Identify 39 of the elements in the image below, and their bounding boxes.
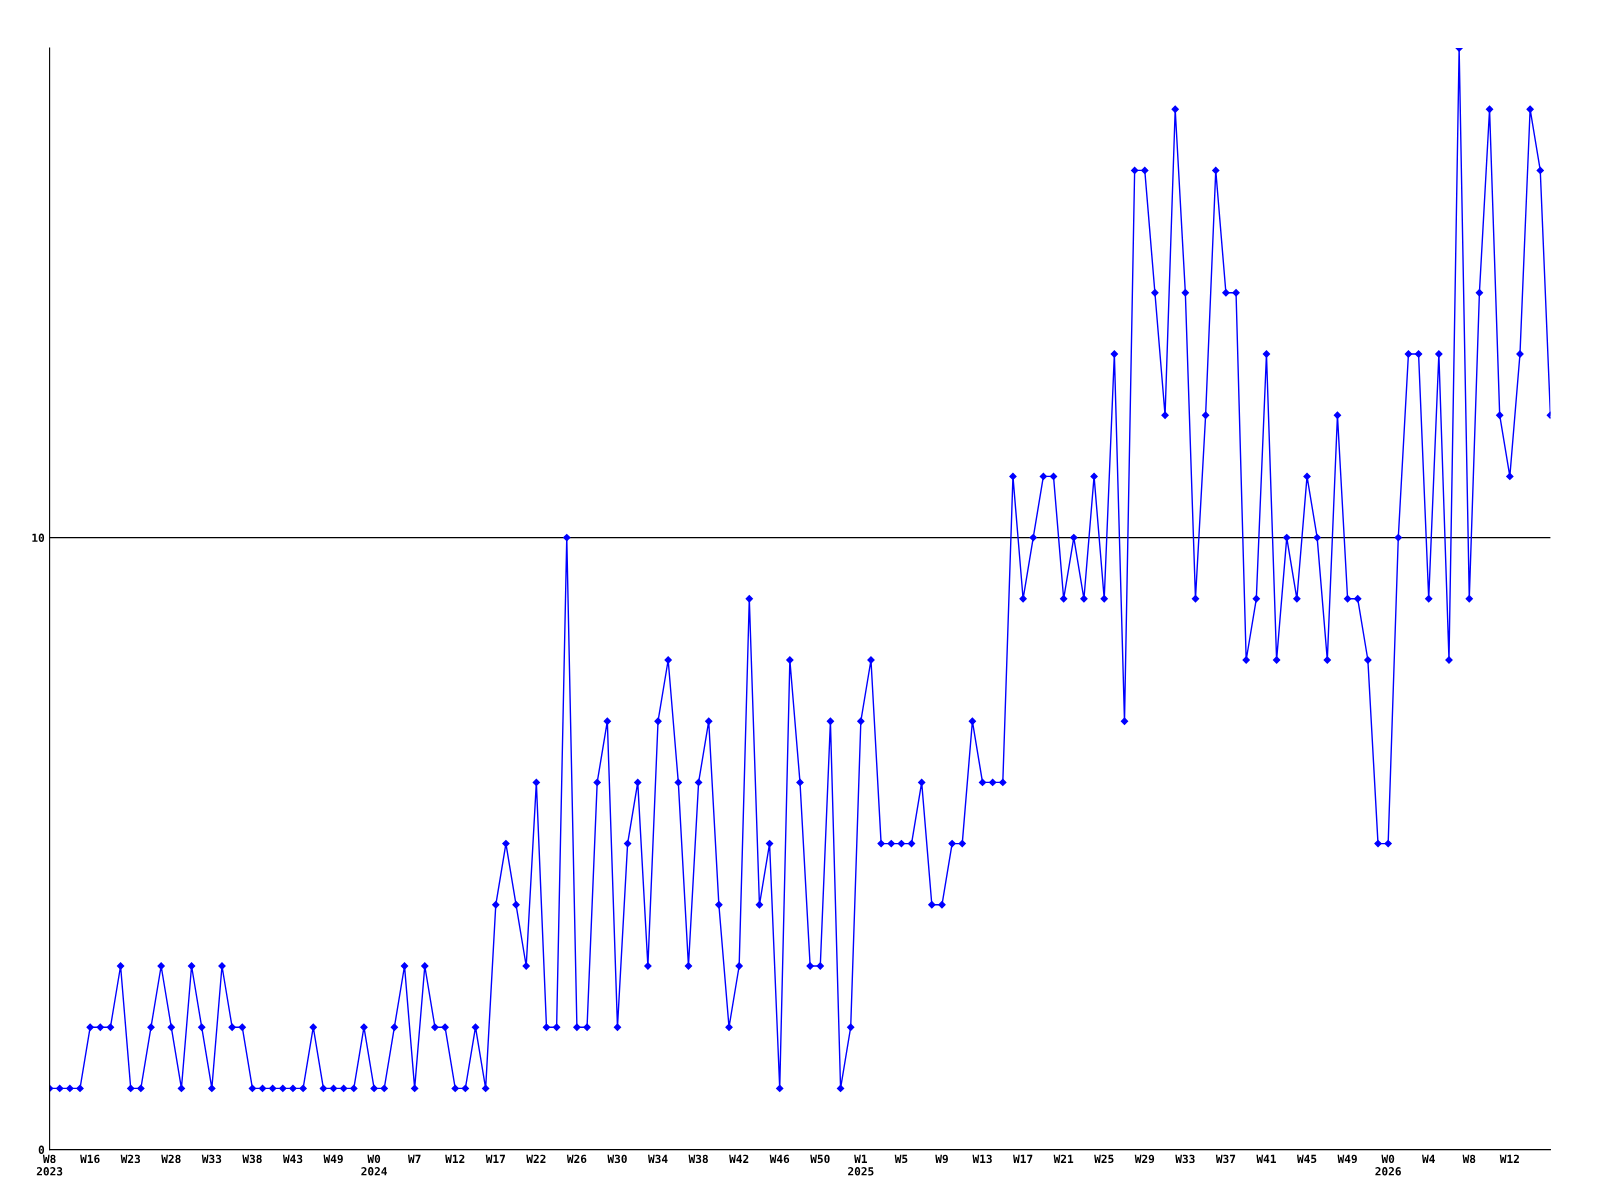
x-tick-label: W41: [1256, 1154, 1276, 1163]
x-tick-label: W0 2024: [361, 1154, 387, 1176]
x-tick-label: W45: [1296, 1154, 1317, 1164]
x-tick-label: W12: [445, 1154, 465, 1163]
x-tick-label: W29: [1134, 1154, 1155, 1164]
x-tick-label: W38: [242, 1154, 262, 1164]
x-tick-label: W17: [485, 1154, 505, 1163]
x-tick-label: W33: [1175, 1154, 1195, 1164]
x-tick-label: W0 2026: [1375, 1154, 1401, 1176]
x-tick-label: W23: [120, 1154, 141, 1164]
x-tick-label: W42: [729, 1154, 749, 1163]
x-tick-label: W16: [80, 1154, 100, 1164]
x-tick-label: W26: [566, 1154, 587, 1164]
x-tick-label: W50: [810, 1154, 830, 1164]
x-tick-label: W9: [935, 1154, 948, 1164]
x-tick-label: W5: [894, 1154, 908, 1164]
x-tick-label: W49: [323, 1154, 343, 1164]
x-tick-label: W22: [526, 1154, 546, 1163]
y-tick-label: 10: [32, 533, 45, 542]
x-tick-label: W28: [161, 1154, 181, 1164]
x-tick-label: W4: [1422, 1154, 1435, 1163]
x-tick-label: W8 2023: [36, 1154, 63, 1176]
y-tick-label: 0: [38, 1145, 45, 1154]
x-tick-label: W8: [1462, 1154, 1476, 1164]
x-tick-label: W38: [688, 1154, 708, 1164]
x-tick-label: W37: [1215, 1154, 1236, 1164]
x-tick-label: W13: [972, 1154, 992, 1164]
x-tick-label: W21: [1053, 1154, 1074, 1163]
x-tick-label: W34: [648, 1154, 668, 1164]
x-tick-label: W49: [1337, 1154, 1357, 1164]
x-tick-label: W43: [282, 1154, 303, 1164]
x-tick-label: W7: [407, 1154, 421, 1163]
x-tick-label: W12: [1499, 1154, 1519, 1163]
x-tick-label: W30: [607, 1154, 627, 1164]
x-tick-label: W33: [201, 1154, 222, 1164]
x-tick-label: W1 2025: [848, 1154, 874, 1176]
x-tick-label: W46: [769, 1154, 790, 1164]
x-tick-label: W25: [1094, 1154, 1114, 1164]
x-tick-label: W17: [1013, 1154, 1033, 1163]
